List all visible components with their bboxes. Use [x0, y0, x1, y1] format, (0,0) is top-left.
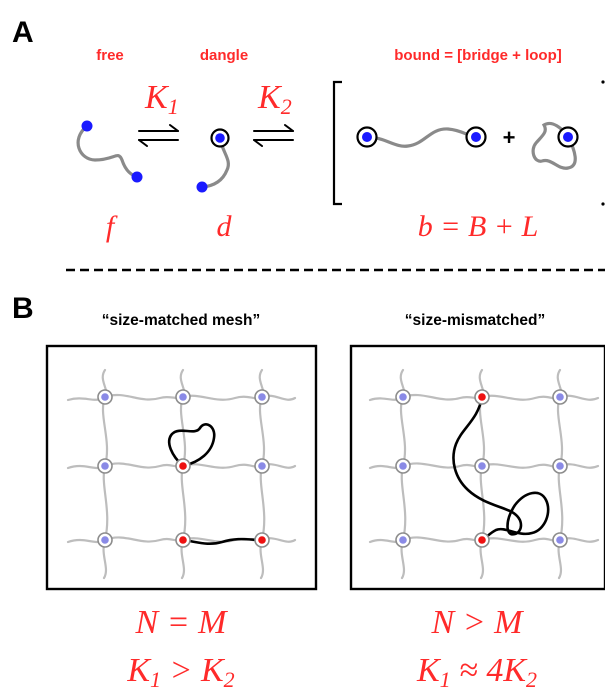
right-size-relation: N > M — [431, 604, 525, 641]
bound-bracket — [332, 80, 342, 206]
size-mismatched-title: “size-mismatched” — [405, 312, 545, 329]
bound-state-label: bound = [bridge + loop] — [394, 47, 561, 64]
size-matched-mesh — [45, 344, 318, 591]
k1-constant: K1 — [144, 79, 179, 119]
left-k-relation: K1 > K2 — [126, 652, 234, 690]
equilibrium-arrows-2 — [253, 124, 294, 147]
size-matched-title: “size-matched mesh” — [102, 312, 261, 329]
dangling-chain-illustration — [196, 128, 230, 193]
right-k-relation: K1 ≈ 4K2 — [416, 652, 537, 690]
bridge-loop-plus: + — [503, 125, 516, 150]
dangle-state-label: dangle — [200, 47, 248, 64]
dangle-symbol: d — [217, 210, 233, 243]
free-symbol: f — [106, 210, 118, 243]
loop-illustration — [531, 121, 579, 170]
left-size-relation: N = M — [135, 604, 229, 641]
bracket-right-dots — [601, 80, 605, 206]
k2-constant: K2 — [257, 79, 292, 119]
free-chain-illustration — [76, 120, 143, 183]
panel-a-letter: A — [12, 16, 34, 49]
bridge-illustration — [356, 126, 487, 148]
bound-equation: b = B + L — [418, 210, 539, 243]
size-mismatched-mesh — [349, 344, 605, 591]
free-state-label: free — [96, 47, 124, 64]
panel-b-letter: B — [12, 292, 34, 325]
equilibrium-arrows-1 — [138, 124, 179, 147]
